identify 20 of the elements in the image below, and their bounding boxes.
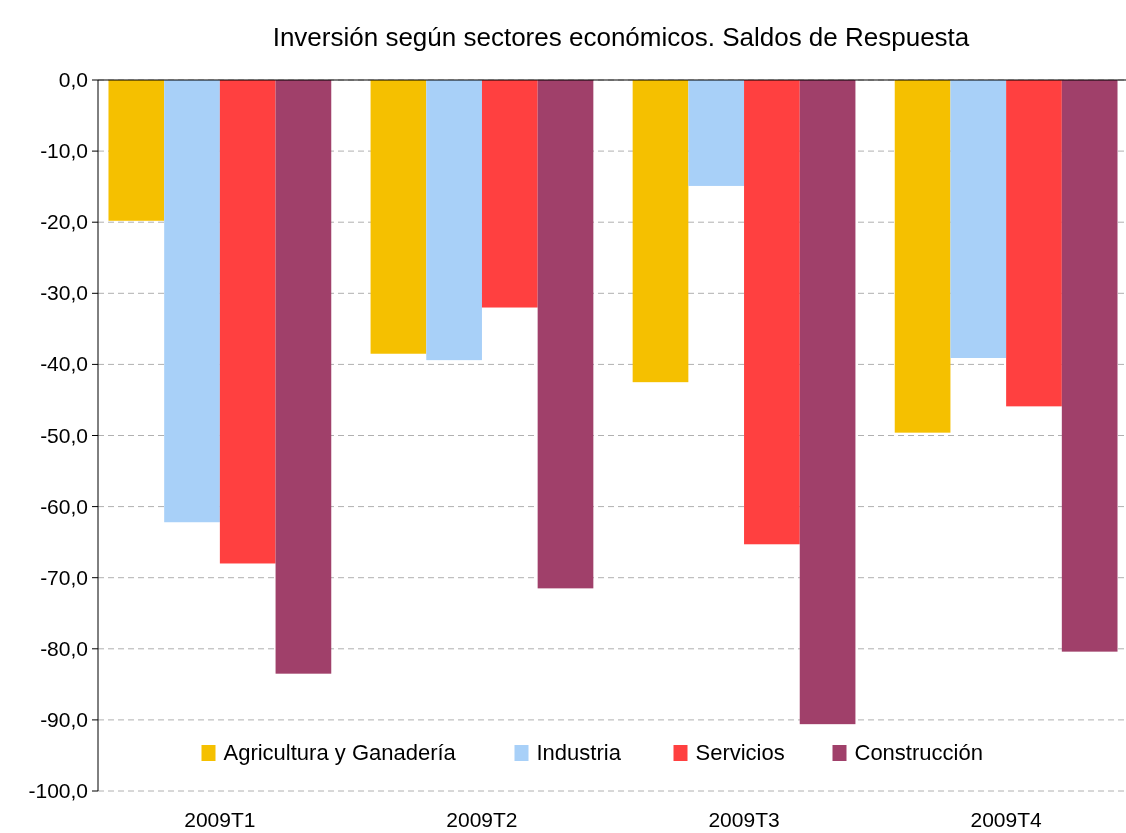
y-tick-label: 0,0 — [58, 68, 88, 91]
y-tick-label: -30,0 — [40, 281, 88, 305]
legend-label: Construcción — [854, 740, 983, 765]
y-tick-label: -80,0 — [40, 636, 88, 660]
y-tick-label: -40,0 — [40, 352, 88, 376]
legend-label: Agricultura y Ganadería — [223, 740, 457, 765]
x-tick-label: 2009T3 — [708, 808, 780, 831]
chart-title: Inversión según sectores económicos. Saldos de Respuesta — [272, 22, 970, 52]
y-tick-label: -10,0 — [40, 139, 88, 163]
y-tick-label: -20,0 — [40, 210, 88, 234]
legend-label: Servicios — [695, 740, 785, 765]
y-tick-label: -70,0 — [40, 565, 88, 589]
x-tick-label: 2009T4 — [970, 808, 1043, 831]
y-tick-label: -90,0 — [40, 707, 88, 731]
y-tick-label: -60,0 — [40, 494, 88, 518]
legend-label: Industria — [536, 740, 622, 765]
y-tick-label: -100,0 — [28, 779, 88, 802]
x-tick-label: 2009T1 — [184, 808, 256, 831]
y-tick-label: -50,0 — [40, 423, 88, 447]
x-tick-label: 2009T2 — [446, 808, 518, 831]
